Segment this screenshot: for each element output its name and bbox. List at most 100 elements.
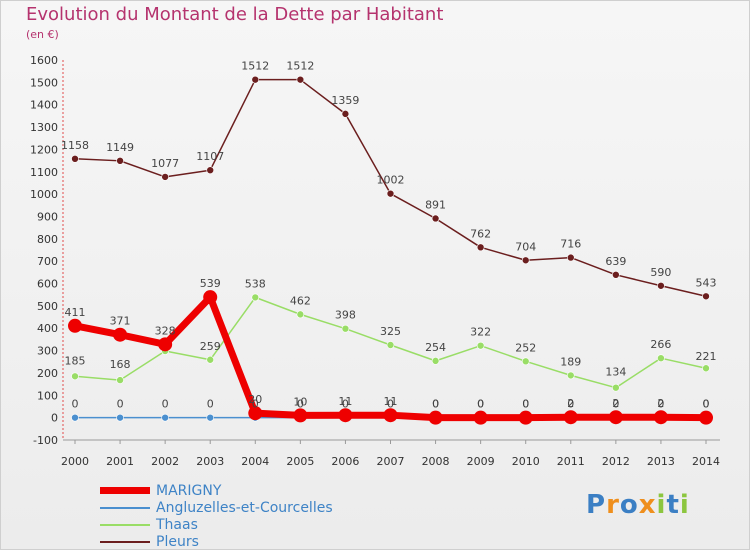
- data-label-angluzelles-et-courcelles: 0: [477, 398, 484, 411]
- y-tick-label: 400: [37, 322, 58, 335]
- y-tick-label: -100: [33, 434, 58, 447]
- data-label-thaas: 254: [425, 341, 446, 354]
- x-tick-label: 2012: [602, 455, 630, 468]
- data-label-thaas: 185: [65, 354, 86, 367]
- data-point-marigny: [473, 410, 488, 425]
- x-tick-label: 2000: [61, 455, 89, 468]
- legend-item-thaas: Thaas: [100, 516, 333, 533]
- data-point-pleurs: [161, 173, 169, 181]
- data-point-marigny: [68, 318, 82, 333]
- data-label-pleurs: 716: [560, 238, 581, 251]
- x-tick-label: 2010: [512, 455, 540, 468]
- data-label-thaas: 252: [515, 341, 536, 354]
- data-label-pleurs: 704: [515, 240, 536, 253]
- data-point-thaas: [71, 372, 79, 381]
- data-label-thaas: 538: [245, 277, 266, 290]
- data-label-thaas: 398: [335, 309, 356, 322]
- data-point-thaas: [702, 364, 710, 373]
- x-tick-label: 2013: [647, 455, 675, 468]
- y-tick-label: 700: [37, 255, 58, 268]
- data-label-angluzelles-et-courcelles: 0: [252, 398, 259, 411]
- data-label-pleurs: 1158: [61, 139, 89, 152]
- data-label-pleurs: 891: [425, 198, 446, 211]
- data-label-thaas: 322: [470, 326, 491, 339]
- data-label-pleurs: 543: [696, 276, 717, 289]
- x-tick-label: 2005: [286, 455, 314, 468]
- data-point-pleurs: [431, 214, 440, 223]
- data-point-marigny: [608, 410, 623, 425]
- legend-label: Pleurs: [156, 533, 199, 550]
- x-tick-label: 2014: [692, 455, 720, 468]
- legend-swatch: [100, 523, 150, 526]
- data-label-thaas: 462: [290, 294, 311, 307]
- legend-label: MARIGNY: [156, 482, 222, 499]
- data-point-marigny: [653, 410, 668, 425]
- data-point-pleurs: [612, 271, 620, 279]
- x-tick-label: 2003: [196, 455, 224, 468]
- data-point-pleurs: [296, 75, 305, 84]
- data-point-thaas: [206, 355, 215, 364]
- data-label-marigny: 2: [657, 397, 664, 410]
- legend-swatch: [100, 506, 150, 509]
- data-label-thaas: 266: [650, 338, 671, 351]
- x-tick-label: 2002: [151, 455, 179, 468]
- data-point-angluzelles-et-courcelles: [71, 413, 79, 422]
- data-point-thaas: [386, 341, 395, 349]
- y-tick-label: 1600: [30, 54, 58, 67]
- legend-label: Angluzelles-et-Courcelles: [156, 499, 333, 516]
- data-point-marigny: [293, 408, 308, 423]
- data-point-marigny: [203, 290, 218, 305]
- y-tick-label: 1100: [30, 166, 58, 179]
- data-label-angluzelles-et-courcelles: 0: [567, 398, 574, 411]
- legend-swatch: [100, 540, 150, 543]
- y-tick-label: 600: [37, 278, 58, 291]
- data-label-pleurs: 762: [470, 227, 491, 240]
- data-label-pleurs: 1359: [331, 94, 359, 107]
- legend-item-marigny: MARIGNY: [100, 482, 333, 499]
- data-point-thaas: [476, 341, 485, 350]
- data-point-thaas: [612, 383, 620, 392]
- data-point-pleurs: [206, 166, 215, 174]
- data-label-thaas: 168: [110, 358, 131, 371]
- x-tick-label: 2009: [467, 455, 495, 468]
- data-label-thaas: 325: [380, 325, 401, 338]
- y-tick-label: 0: [51, 412, 58, 425]
- data-label-marigny: 411: [65, 306, 86, 319]
- chart-title: Evolution du Montant de la Dette par Hab…: [26, 4, 444, 25]
- data-point-thaas: [296, 310, 305, 319]
- data-label-angluzelles-et-courcelles: 0: [297, 398, 304, 411]
- legend-swatch: [100, 487, 150, 494]
- y-tick-label: 200: [37, 367, 58, 380]
- data-label-marigny: 328: [155, 324, 176, 337]
- data-label-angluzelles-et-courcelles: 0: [657, 398, 664, 411]
- x-tick-label: 2011: [557, 455, 585, 468]
- data-point-marigny: [158, 337, 173, 352]
- data-label-thaas: 259: [200, 340, 221, 353]
- legend-item-angluzelles-et-courcelles: Angluzelles-et-Courcelles: [100, 499, 333, 516]
- data-label-marigny: 11: [384, 395, 398, 408]
- data-label-angluzelles-et-courcelles: 0: [612, 398, 619, 411]
- data-point-angluzelles-et-courcelles: [206, 413, 215, 422]
- data-point-pleurs: [702, 292, 710, 301]
- y-tick-label: 1300: [30, 121, 58, 134]
- data-label-marigny: 539: [200, 277, 221, 290]
- y-tick-label: 500: [37, 300, 58, 313]
- y-tick-label: 300: [37, 345, 58, 358]
- data-label-angluzelles-et-courcelles: 0: [703, 398, 710, 411]
- data-point-marigny: [248, 406, 263, 421]
- y-tick-label: 1400: [30, 99, 58, 112]
- data-label-pleurs: 1107: [196, 150, 224, 163]
- data-label-marigny: 0: [703, 398, 710, 411]
- chart-legend: MARIGNY Angluzelles-et-Courcelles Thaas Ple…: [100, 482, 333, 550]
- data-label-marigny: 11: [338, 395, 352, 408]
- data-point-marigny: [518, 410, 533, 425]
- data-label-thaas: 221: [696, 350, 717, 363]
- data-label-pleurs: 1149: [106, 141, 134, 154]
- y-tick-label: 900: [37, 210, 58, 223]
- x-tick-label: 2008: [422, 455, 450, 468]
- data-point-pleurs: [657, 281, 665, 290]
- y-tick-label: 800: [37, 233, 58, 246]
- data-label-marigny: 371: [110, 315, 131, 328]
- legend-item-pleurs: Pleurs: [100, 533, 333, 550]
